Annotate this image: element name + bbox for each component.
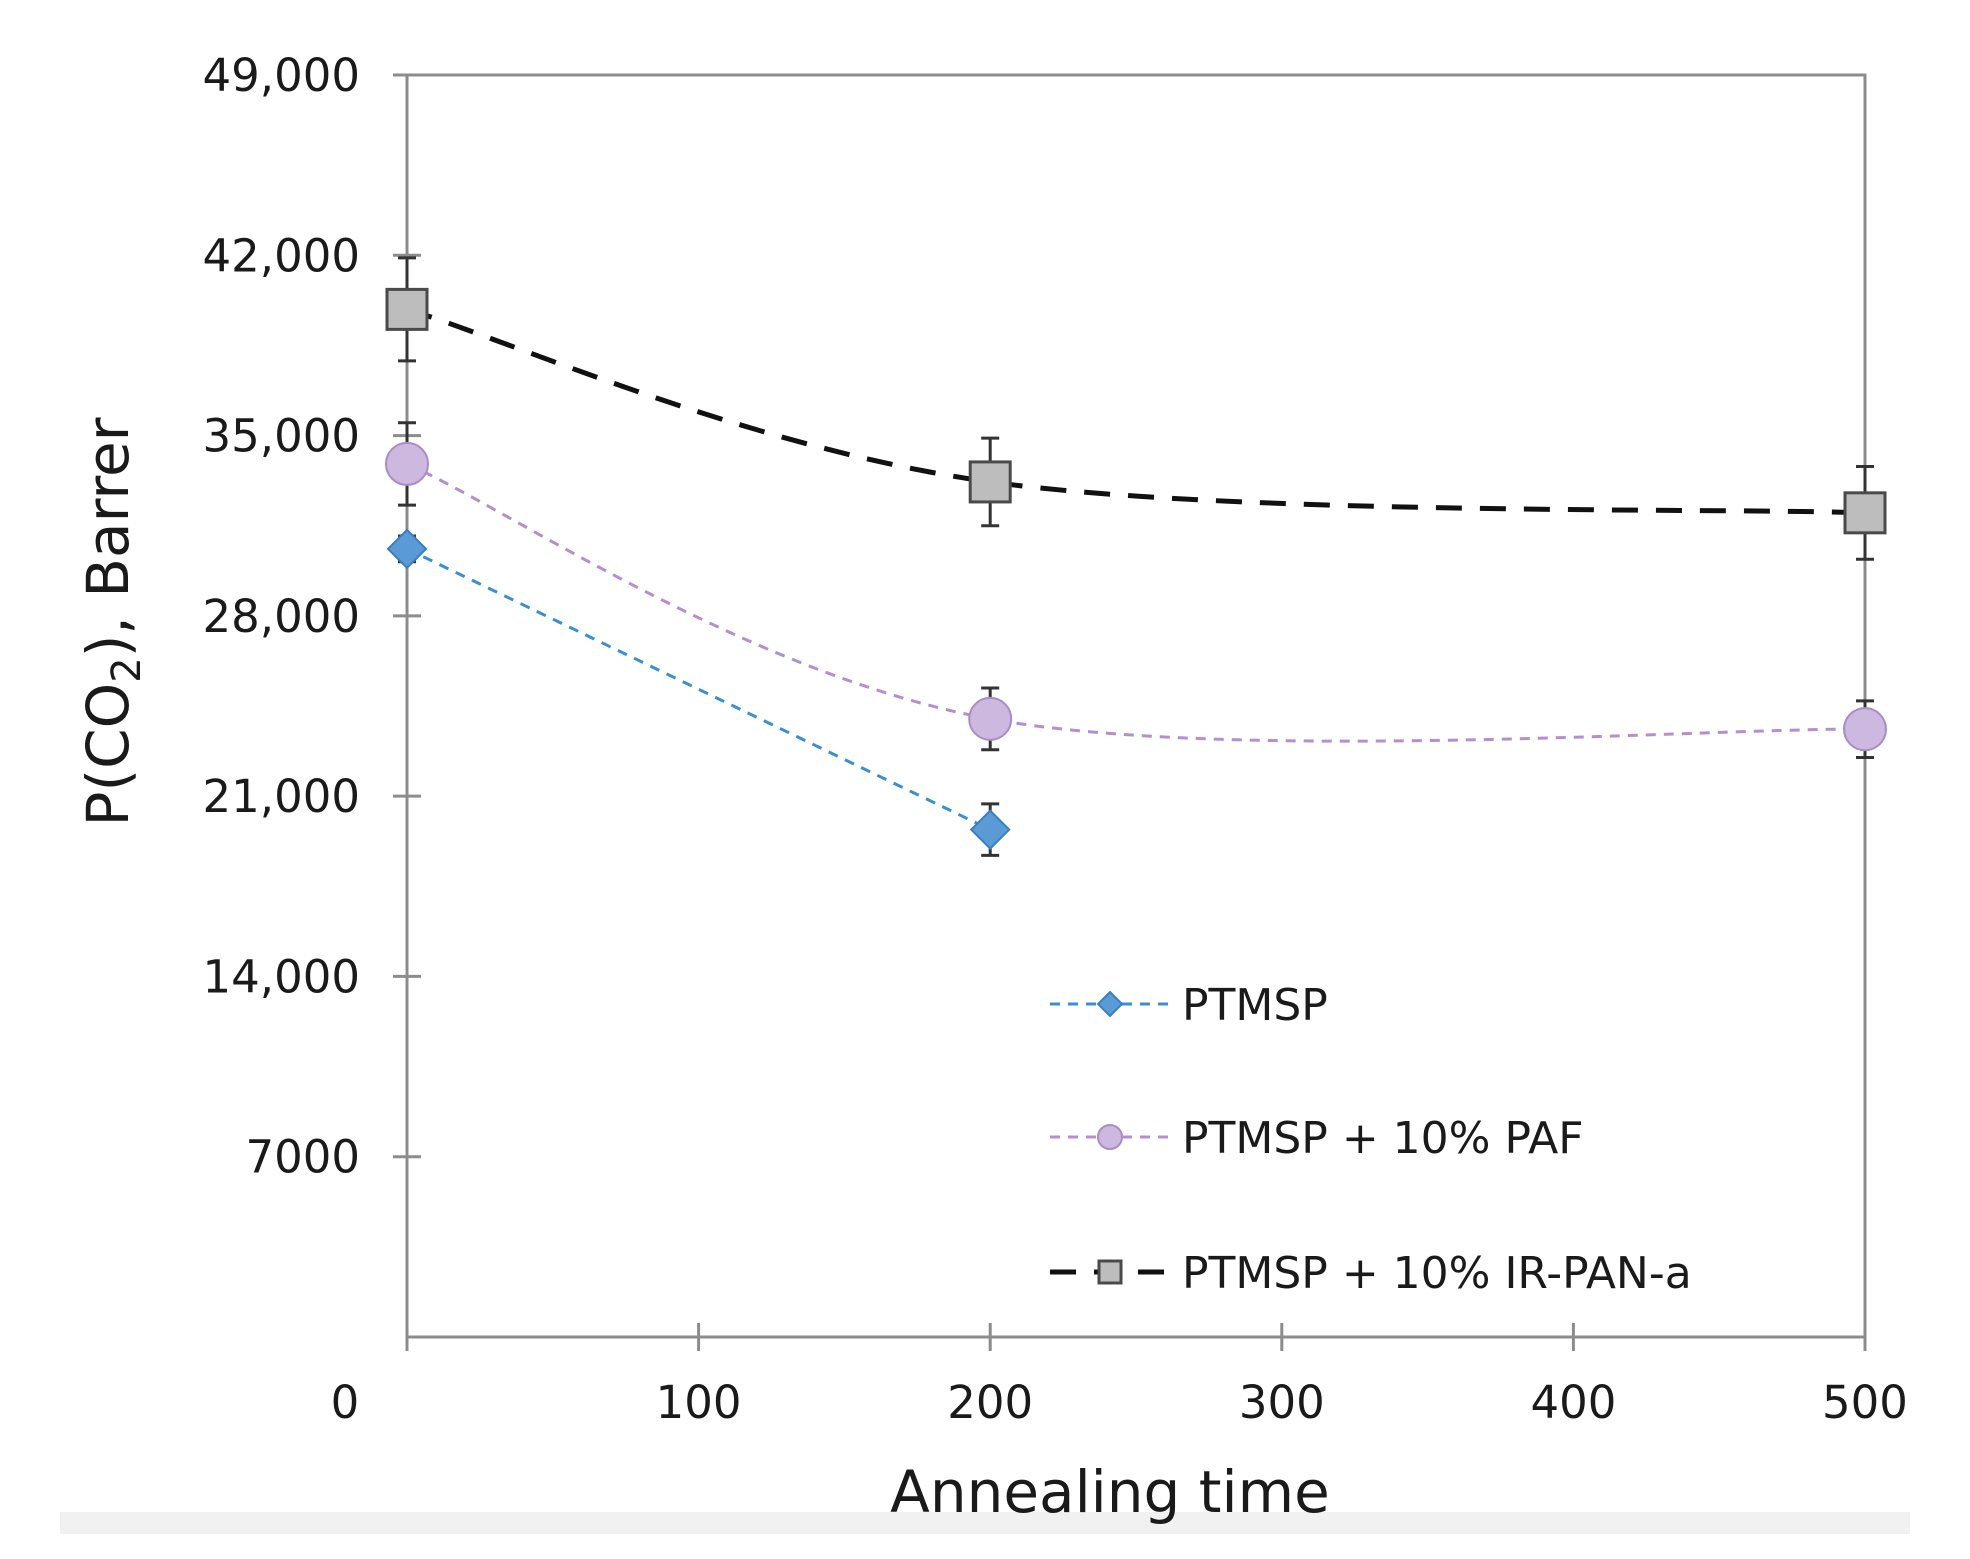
x-tick-label: 300 [1239, 1376, 1325, 1429]
data-point-circle [1843, 707, 1887, 752]
series-lines [406, 306, 1866, 831]
x-tick-label: 500 [1822, 1376, 1908, 1429]
y-axis-title-main: P(CO [74, 683, 142, 827]
data-point-diamond [386, 528, 428, 570]
y-tick-label: 14,000 [203, 950, 360, 1003]
x-tick-label: 200 [947, 1376, 1033, 1429]
y-tick-label: 42,000 [203, 229, 360, 282]
data-point-square [1843, 491, 1887, 535]
series-line-2 [406, 462, 1866, 743]
data-point-circle [385, 441, 429, 486]
data-point-circle [968, 696, 1013, 741]
data-markers [385, 287, 1887, 851]
x-tick-label: 400 [1530, 1376, 1616, 1429]
legend-label: PTMSP + 10% IR-PAN-a [1182, 1248, 1692, 1299]
x-tick-label: 0 [331, 1376, 360, 1429]
y-tick-label: 28,000 [203, 590, 360, 643]
legend: PTMSP PTMSP + 10% PAF PTMSP + 10% IR-PAN-a [1050, 980, 1692, 1299]
y-axis-title: P(CO2), Barrer [74, 417, 150, 826]
legend-marker-diamond [1096, 990, 1124, 1018]
data-point-diamond [969, 809, 1011, 851]
x-tick-label: 100 [656, 1376, 742, 1429]
legend-marker-circle [1097, 1124, 1123, 1150]
axes: 0 100 200 300 400 500 7000 14,000 21,000 28,000 35… [203, 49, 1908, 1429]
y-tick-label: 7000 [245, 1131, 360, 1184]
y-tick-label: 21,000 [203, 770, 360, 823]
x-axis-title: Annealing time [890, 1458, 1330, 1526]
legend-label: PTMSP [1182, 980, 1328, 1031]
y-axis-title-subscript: 2 [104, 657, 150, 682]
y-axis-title-tail: ), Barrer [74, 417, 142, 657]
series-line-3 [406, 306, 1866, 516]
data-point-square [385, 287, 429, 331]
y-tick-label: 49,000 [203, 49, 360, 102]
y-tick-label: 35,000 [203, 410, 360, 463]
data-point-square [968, 460, 1012, 504]
bottom-strip [60, 1512, 1910, 1534]
legend-marker-square [1097, 1259, 1123, 1285]
plot-frame [405, 73, 1867, 1339]
legend-label: PTMSP + 10% PAF [1182, 1113, 1584, 1164]
